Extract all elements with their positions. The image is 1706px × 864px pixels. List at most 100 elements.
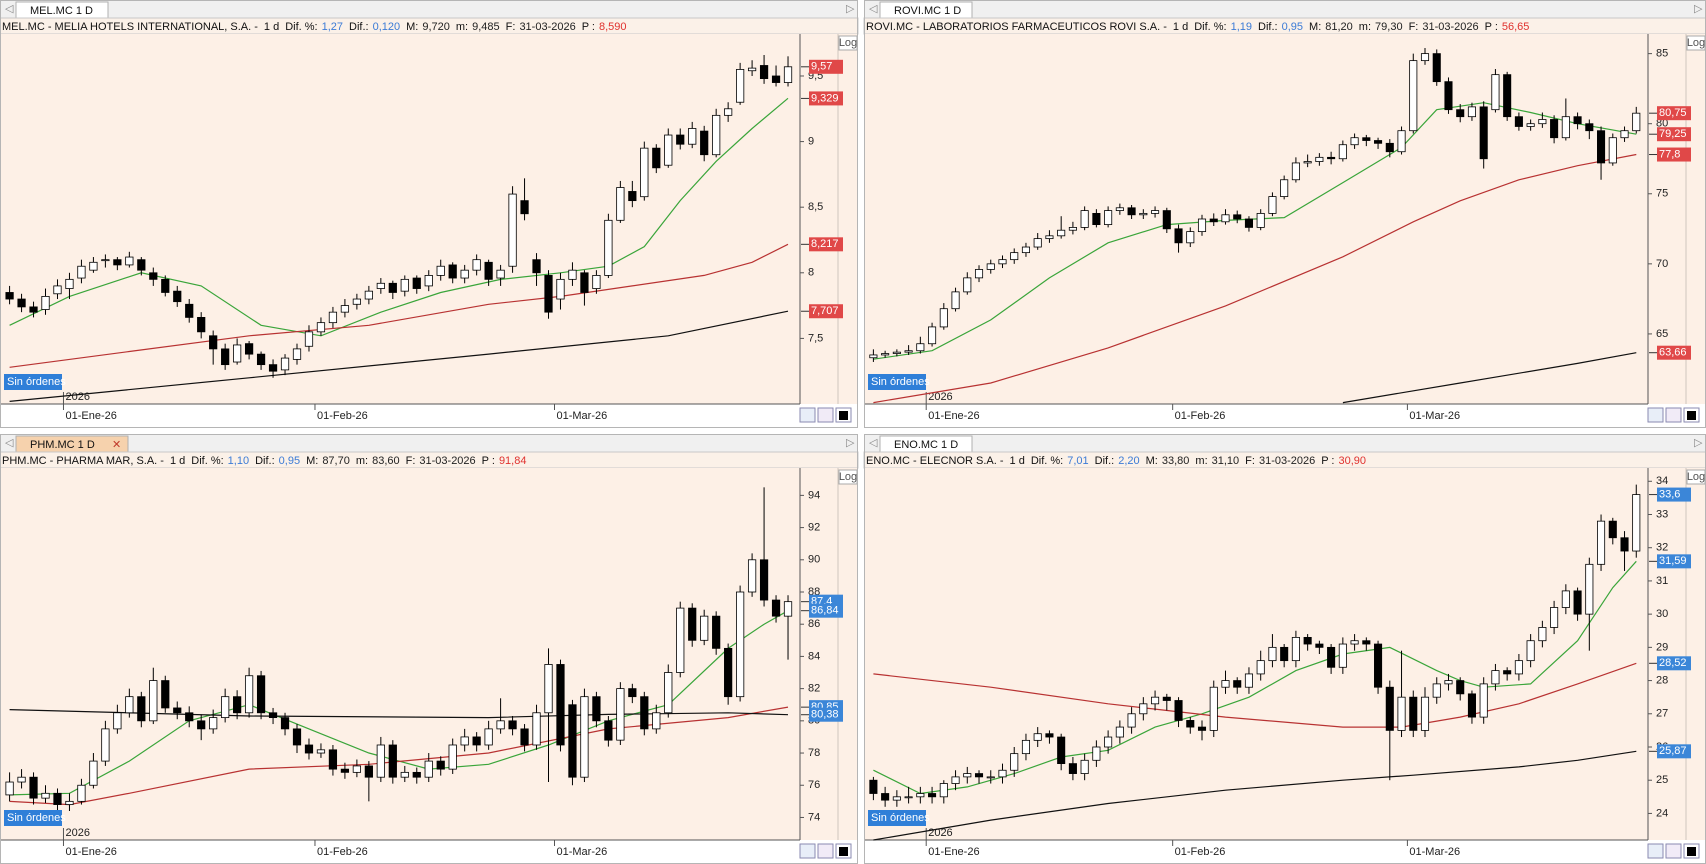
candle-body xyxy=(520,728,529,746)
candle-body xyxy=(1467,693,1476,718)
candle-body xyxy=(1585,563,1594,615)
candle-body xyxy=(1221,680,1230,688)
candle-body xyxy=(268,712,278,719)
toolbar-button[interactable] xyxy=(817,407,834,423)
color-swatch[interactable] xyxy=(839,411,848,420)
candle-body xyxy=(1350,640,1359,645)
header-field-value: 33,80 xyxy=(1162,455,1190,467)
candle-body xyxy=(1597,520,1606,565)
y-tick-label: 33 xyxy=(1656,508,1668,520)
header-field-label: m: xyxy=(1195,455,1207,467)
orders-badge[interactable] xyxy=(4,374,62,390)
header-field-value: 91,84 xyxy=(499,455,527,467)
x-tick-label: 01-Feb-26 xyxy=(317,410,368,422)
candle-body xyxy=(280,357,290,371)
y-tick-label: 28 xyxy=(1656,674,1668,686)
toolbar-button[interactable] xyxy=(817,843,834,859)
candle-body xyxy=(1291,162,1300,181)
tab-label: MEL.MC 1 D xyxy=(30,5,93,17)
candle-body xyxy=(556,278,565,300)
candle-body xyxy=(544,664,553,714)
candle-body xyxy=(1514,660,1523,675)
x-tick-label: 01-Mar-26 xyxy=(1409,846,1460,858)
candle-body xyxy=(1632,112,1641,132)
chart-panel: ◁ ▷ PHM.MC 1 D ✕ PHM.MC - PHARMA MAR, S.A. -… xyxy=(0,434,859,864)
color-swatch[interactable] xyxy=(839,847,848,856)
candle-body xyxy=(1597,130,1606,164)
candle-body xyxy=(556,664,565,746)
candle-body xyxy=(604,720,613,741)
candle-body xyxy=(1104,210,1113,226)
tab-strip xyxy=(0,0,858,18)
y-tick-label: 84 xyxy=(808,650,820,662)
candle-body xyxy=(892,351,901,354)
color-swatch[interactable] xyxy=(1687,847,1696,856)
candle-body xyxy=(736,69,745,103)
candle-body xyxy=(1209,218,1218,223)
candle-body xyxy=(712,615,721,649)
candle-body xyxy=(113,712,122,730)
candle-body xyxy=(209,717,218,730)
toolbar-button[interactable] xyxy=(1647,407,1664,423)
candle-body xyxy=(939,308,948,328)
year-label: 2026 xyxy=(65,827,89,839)
candle-body xyxy=(1244,673,1253,688)
candle-body xyxy=(1362,137,1371,141)
y-tick-label: 75 xyxy=(1656,188,1668,200)
toolbar-button[interactable] xyxy=(1647,843,1664,859)
candle-body xyxy=(304,744,314,754)
orders-badge[interactable] xyxy=(4,810,62,826)
candle-body xyxy=(1397,130,1406,153)
candle-body xyxy=(688,607,697,641)
color-swatch[interactable] xyxy=(1687,411,1696,420)
candle-body xyxy=(412,277,421,289)
price-tag xyxy=(809,237,843,252)
toolbar-button[interactable] xyxy=(1665,407,1682,423)
candle-body xyxy=(974,269,984,279)
candle-body xyxy=(640,147,649,198)
moving-average-line xyxy=(9,310,789,402)
candle-body xyxy=(137,696,146,722)
tab-close[interactable]: ✕ xyxy=(112,439,121,451)
tab-strip xyxy=(0,434,858,452)
header-name: MEL.MC - MELIA HOTELS INTERNATIONAL, S.A… xyxy=(2,21,258,33)
price-tag xyxy=(1657,127,1691,142)
candle-body xyxy=(1197,726,1207,731)
candle-body xyxy=(65,800,74,805)
y-tick-label: 7,5 xyxy=(808,332,823,344)
candle-body xyxy=(1608,520,1617,539)
candle-body xyxy=(1573,590,1582,615)
header-field-label: Dif. %: xyxy=(191,455,223,467)
candle-body xyxy=(364,765,373,778)
header-field-label: m: xyxy=(1359,21,1371,33)
candle-body xyxy=(928,793,937,798)
candle-body xyxy=(77,784,86,802)
y-tick-label: 76 xyxy=(808,779,820,791)
orders-badge[interactable] xyxy=(868,810,926,826)
candle-body xyxy=(17,298,26,308)
candle-body xyxy=(1420,53,1430,62)
header-field-value: 1,10 xyxy=(228,455,249,467)
toolbar-button[interactable] xyxy=(799,843,816,859)
tab-scroll-left: ◁ xyxy=(869,437,878,449)
toolbar-button[interactable] xyxy=(799,407,816,423)
header-field-label: P : xyxy=(1485,21,1498,33)
candle-body xyxy=(1456,680,1465,695)
header-field-value: 9,720 xyxy=(422,21,450,33)
price-tag xyxy=(809,91,843,106)
y-tick-label: 94 xyxy=(808,489,820,501)
candle-body xyxy=(1526,123,1535,127)
candle-body xyxy=(89,261,98,271)
candle-body xyxy=(1280,179,1289,197)
toolbar-button[interactable] xyxy=(1665,843,1682,859)
candle-body xyxy=(1550,119,1559,139)
candle-body xyxy=(221,696,230,719)
x-tick-label: 01-Mar-26 xyxy=(556,846,607,858)
price-tag-label: 79,25 xyxy=(1659,128,1687,140)
orders-badge[interactable] xyxy=(868,374,926,390)
y-tick-label: 65 xyxy=(1656,328,1668,340)
candle-body xyxy=(448,744,457,770)
tab-scroll-right: ▷ xyxy=(1694,437,1703,449)
date-strip xyxy=(864,404,1706,428)
candle-body xyxy=(869,354,878,359)
